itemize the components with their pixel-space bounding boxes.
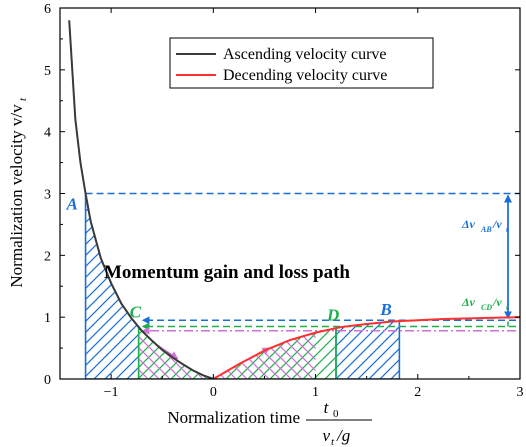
axis-ticks: −1 0 1 2 3 0 1 2 3 4 5 6 bbox=[44, 2, 524, 400]
legend-box bbox=[169, 37, 434, 89]
x-fraction-denominator-tail: /g bbox=[336, 426, 350, 445]
delta-cd-tail: /v bbox=[492, 295, 502, 309]
y-tick-label: 1 bbox=[44, 311, 51, 326]
delta-ab-text: Δv bbox=[461, 217, 476, 231]
delta-ab-tail-sub: t bbox=[506, 225, 509, 234]
x-axis-label: Normalization time bbox=[167, 408, 300, 427]
x-tick-label: 0 bbox=[210, 385, 217, 400]
point-label-b: B bbox=[379, 300, 391, 319]
x-tick-label: 1 bbox=[312, 385, 319, 400]
x-fraction-denominator-sub: t bbox=[331, 436, 335, 447]
y-tick-label: 3 bbox=[44, 188, 51, 203]
delta-ab-tail: /v bbox=[492, 217, 502, 231]
annotation-title: Momentum gain and loss path bbox=[104, 262, 350, 283]
point-labels: A B C D bbox=[66, 195, 392, 325]
guide-lines bbox=[85, 192, 520, 335]
y-axis-label-sub: t bbox=[17, 97, 29, 101]
legend-label-descending: Decending velocity curve bbox=[223, 67, 387, 84]
series-line-0 bbox=[68, 20, 214, 379]
x-fraction-numerator-sub: 0 bbox=[333, 408, 339, 420]
region-descending-blue bbox=[335, 320, 401, 379]
y-axis-label: Normalization velocity v/v t bbox=[7, 97, 29, 288]
x-tick-label: −1 bbox=[104, 385, 119, 400]
x-tick-label: 2 bbox=[414, 385, 421, 400]
point-label-a: A bbox=[66, 195, 78, 214]
hatched-regions bbox=[84, 193, 401, 379]
y-tick-label: 2 bbox=[44, 249, 51, 264]
y-axis-label-text: Normalization velocity v/v bbox=[7, 104, 26, 288]
delta-cd-text: Δv bbox=[461, 295, 476, 309]
delta-cd-sub: CD bbox=[481, 303, 492, 312]
region-descending-magenta bbox=[213, 332, 316, 379]
delta-ab-sub: AB bbox=[480, 225, 492, 234]
point-label-c: C bbox=[130, 302, 142, 321]
y-tick-label: 0 bbox=[44, 373, 51, 388]
legend-label-ascending: Ascending velocity curve bbox=[223, 46, 387, 63]
delta-ab-label: Δv AB /v t bbox=[461, 217, 509, 234]
y-tick-label: 5 bbox=[44, 64, 51, 79]
x-axis-fraction: t 0 v t /g bbox=[306, 398, 372, 447]
point-label-d: D bbox=[326, 305, 339, 324]
region-ascending-magenta bbox=[138, 327, 214, 379]
series-line-1 bbox=[212, 316, 520, 379]
x-fraction-denominator: v bbox=[322, 426, 330, 445]
x-fraction-numerator: t bbox=[324, 398, 330, 417]
delta-cd-tail-sub: t bbox=[506, 303, 509, 312]
y-tick-label: 4 bbox=[44, 126, 51, 141]
x-tick-label: 3 bbox=[517, 385, 524, 400]
legend: Ascending velocity curve Decending veloc… bbox=[169, 37, 434, 89]
y-tick-label: 6 bbox=[44, 2, 51, 17]
series-layer bbox=[68, 20, 520, 379]
delta-cd-label: Δv CD /v t bbox=[461, 295, 509, 312]
